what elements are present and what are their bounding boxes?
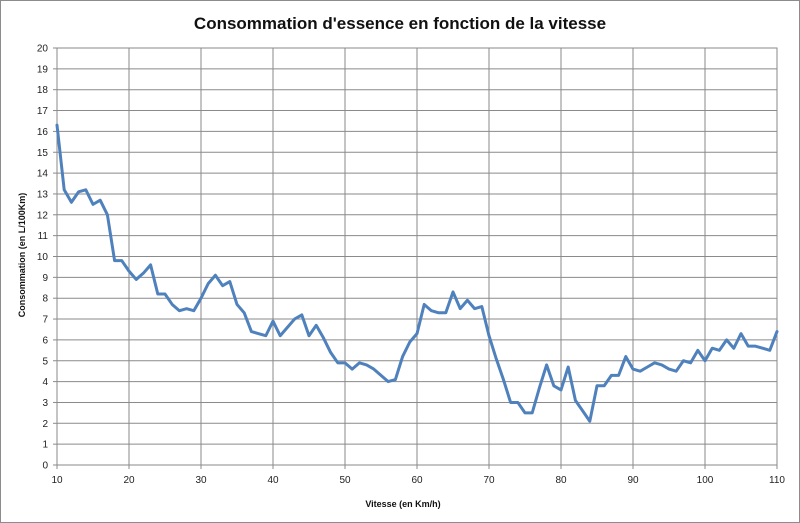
y-tick-label: 8 — [42, 294, 48, 305]
y-tick-label: 20 — [37, 44, 49, 55]
y-tick-label: 2 — [42, 419, 48, 430]
y-tick-label: 12 — [37, 210, 49, 221]
x-tick-label: 50 — [339, 475, 351, 486]
x-axis-label: Vitesse (en Km/h) — [365, 499, 440, 509]
y-tick-label: 6 — [42, 335, 48, 346]
x-tick-label: 80 — [555, 475, 567, 486]
y-tick-label: 7 — [42, 315, 48, 326]
chart-title: Consommation d'essence en fonction de la… — [194, 14, 606, 33]
x-tick-label: 20 — [123, 475, 135, 486]
y-tick-label: 11 — [38, 231, 49, 242]
y-tick-label: 18 — [37, 85, 49, 96]
series-line — [55, 123, 779, 423]
y-axis-label: Consommation (en L/100Km) — [17, 193, 27, 318]
x-axis-ticks: 10 20 30 40 50 60 70 80 90 100 110 — [51, 465, 785, 486]
y-tick-label: 4 — [42, 377, 48, 388]
x-tick-label: 100 — [697, 475, 714, 486]
x-tick-label: 60 — [411, 475, 423, 486]
y-tick-label: 1 — [42, 440, 48, 451]
y-tick-label: 14 — [37, 169, 49, 180]
x-tick-label: 110 — [769, 475, 785, 486]
y-tick-label: 16 — [37, 127, 49, 138]
y-tick-label: 0 — [42, 461, 48, 472]
x-tick-label: 40 — [267, 475, 279, 486]
grid-layer — [56, 47, 778, 466]
x-tick-label: 70 — [483, 475, 495, 486]
y-tick-label: 10 — [37, 252, 49, 263]
y-tick-label: 9 — [42, 273, 48, 284]
y-tick-label: 19 — [37, 64, 49, 75]
x-tick-label: 90 — [627, 475, 639, 486]
x-tick-label: 30 — [195, 475, 207, 486]
y-tick-label: 15 — [37, 148, 49, 159]
x-tick-label: 10 — [51, 475, 63, 486]
y-tick-label: 5 — [42, 356, 48, 367]
y-tick-label: 13 — [37, 189, 49, 200]
y-tick-label: 3 — [42, 398, 48, 409]
y-tick-label: 17 — [37, 106, 49, 117]
